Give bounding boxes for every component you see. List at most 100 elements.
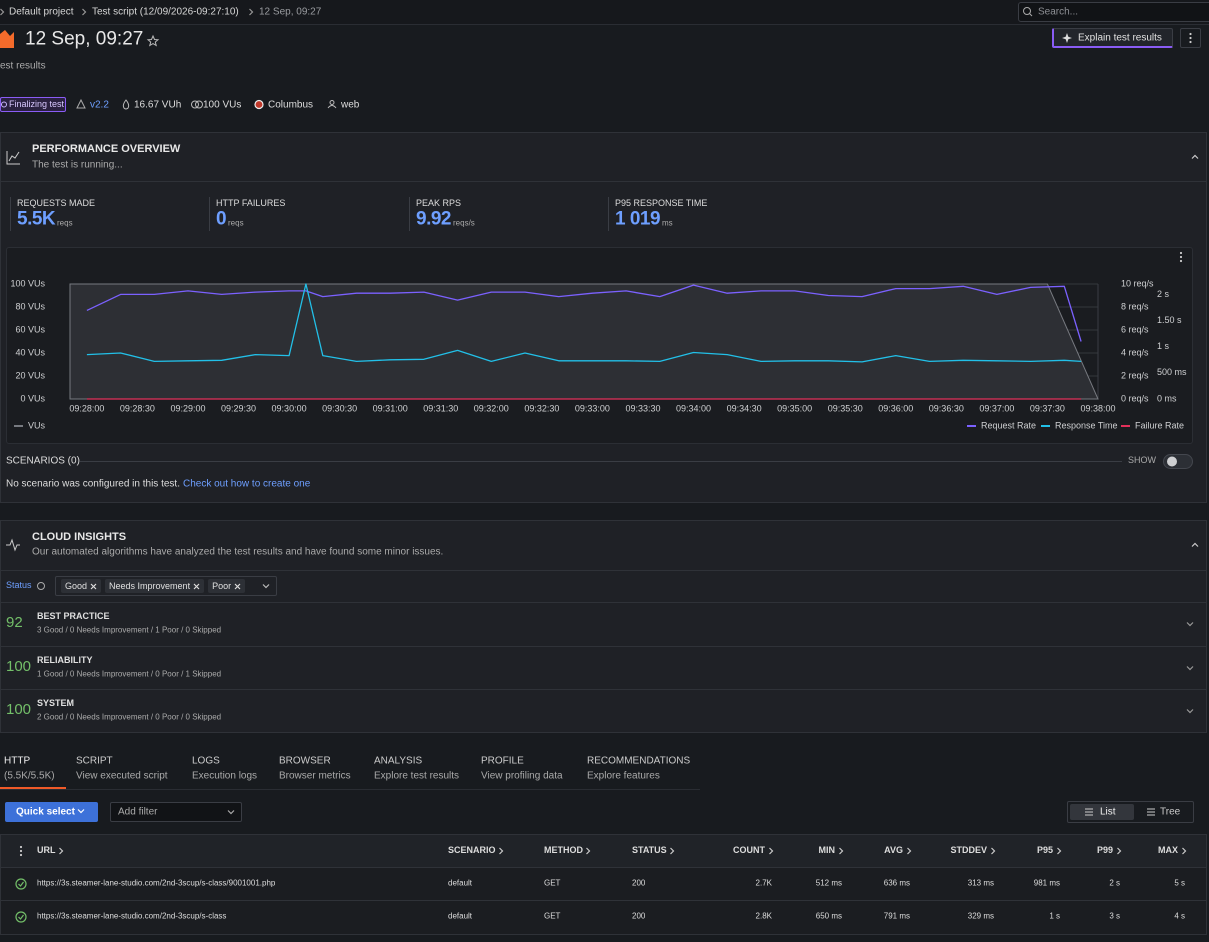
breadcrumb-item: 12 Sep, 09:27 (259, 6, 322, 18)
metric-unit: ms (662, 218, 673, 228)
tab-subtitle[interactable]: View profiling data (481, 770, 563, 782)
view-toggle-active[interactable] (1070, 804, 1134, 820)
table-cell[interactable]: https://3s.steamer-lane-studio.com/2nd-3… (37, 911, 227, 921)
insight-score: 92 (6, 613, 23, 631)
vus: 100 VUs (203, 99, 242, 111)
tab-subtitle[interactable]: View executed script (76, 770, 168, 782)
explain-button[interactable] (1052, 28, 1173, 48)
table-cell: 2.7K (755, 878, 772, 888)
tab-subtitle[interactable]: (5.5K/5.5K) (4, 770, 55, 782)
insight-score: 100 (6, 657, 32, 675)
tab-title[interactable]: BROWSER (279, 755, 331, 767)
favorite-star (146, 34, 160, 47)
panel-title: PERFORMANCE OVERVIEW (32, 142, 181, 155)
remove-icon[interactable] (234, 583, 241, 590)
breadcrumb-item[interactable]: Default project (9, 6, 74, 18)
table-cell: GET (544, 878, 561, 888)
remove-icon (193, 583, 200, 589)
scenarios-toggle[interactable] (1163, 454, 1193, 469)
table-cell[interactable]: https://3s.steamer-lane-studio.com/2nd-3… (37, 878, 276, 888)
table-cell: 200 (632, 878, 646, 888)
column-header[interactable]: MAX (1158, 845, 1178, 856)
top-bar (0, 0, 1209, 25)
column-header[interactable]: COUNT (733, 845, 765, 856)
column-header[interactable]: AVG (884, 845, 903, 856)
panel-subtitle: Our automated algorithms have analyzed t… (32, 546, 444, 558)
metric-label: PEAK RPS (416, 198, 462, 209)
row-divider (1, 900, 1206, 901)
insight-detail: 1 Good / 0 Needs Improvement / 0 Poor / … (37, 669, 222, 679)
column-header[interactable]: STDDEV (950, 845, 987, 856)
view-option[interactable]: Tree (1160, 806, 1181, 818)
metric-value: 5.5K (17, 208, 56, 230)
vus-icon (195, 100, 203, 109)
status-badge (0, 97, 66, 112)
filter-chip-label: Needs Improvement (109, 581, 191, 591)
row-divider (0, 602, 1207, 603)
view-toggle[interactable] (1067, 801, 1194, 823)
user-icon (327, 105, 337, 109)
table-cell: default (448, 911, 473, 921)
column-header[interactable]: SCENARIO (448, 845, 496, 856)
location: Columbus (268, 99, 314, 111)
insight-detail: 2 Good / 0 Needs Improvement / 0 Poor / … (37, 712, 222, 722)
quick-select-button[interactable] (5, 802, 98, 822)
insights-panel (0, 520, 1207, 733)
version[interactable]: v2.2 (90, 99, 109, 111)
column-header[interactable]: STATUS (632, 845, 667, 856)
tab-title[interactable]: ANALYSIS (374, 755, 423, 767)
tab-title[interactable]: RECOMMENDATIONS (587, 755, 691, 767)
quick-select-label[interactable]: Quick select (16, 806, 75, 818)
tab-subtitle[interactable]: Browser metrics (279, 770, 351, 782)
tab-subtitle[interactable]: Explore features (587, 770, 660, 782)
tab-title[interactable]: LOGS (192, 755, 220, 767)
table-cell: GET (544, 911, 561, 921)
search-box[interactable] (1018, 2, 1209, 22)
insight-name: RELIABILITY (37, 655, 93, 666)
table-cell: 2 s (1109, 878, 1120, 888)
active-tab-indicator (0, 787, 66, 789)
remove-icon[interactable] (193, 583, 200, 590)
status-badge-label: Finalizing test (9, 99, 65, 110)
scenarios-link[interactable]: Check out how to create one (183, 478, 311, 490)
explain-button-label[interactable]: Explain test results (1078, 32, 1162, 44)
page-title: 12 Sep, 09:27 (25, 28, 144, 50)
column-header[interactable]: P95 (1036, 845, 1053, 856)
table-cell: 329 ms (967, 911, 994, 921)
add-filter-input[interactable] (110, 802, 242, 822)
filter-chip[interactable]: Good (61, 579, 102, 593)
metric-label: P95 RESPONSE TIME (615, 198, 708, 209)
filter-chip[interactable]: Poor (208, 579, 246, 593)
tab-subtitle[interactable]: Execution logs (192, 770, 258, 782)
row-divider (1, 867, 1206, 868)
tab-subtitle[interactable]: Explore test results (374, 770, 460, 782)
metric-value: 1 019 (615, 208, 661, 230)
metric-unit: reqs/s (453, 218, 475, 228)
tab-title[interactable]: SCRIPT (76, 755, 113, 767)
filter-label: Status (6, 580, 32, 591)
table-cell: 5 s (1174, 878, 1185, 888)
more-button[interactable] (1180, 28, 1201, 48)
tabs-divider (0, 789, 700, 790)
table-cell: 981 ms (1033, 878, 1060, 888)
column-header[interactable]: METHOD (544, 845, 583, 856)
column-header[interactable]: P99 (1096, 845, 1113, 856)
filter-chip[interactable]: Needs Improvement (105, 579, 205, 593)
tab-title[interactable]: PROFILE (481, 755, 524, 767)
vus-icon (191, 100, 199, 109)
table-cell: 1 s (1049, 911, 1060, 921)
insight-name: BEST PRACTICE (37, 611, 110, 622)
scenarios-divider (80, 461, 1122, 462)
view-option[interactable]: List (1100, 806, 1116, 818)
table-cell: default (448, 878, 473, 888)
column-header[interactable]: MIN (818, 845, 836, 856)
breadcrumb-item[interactable]: Test script (12/09/2026-09:27:10) (92, 6, 239, 18)
metric-divider (409, 197, 410, 231)
table-cell: 2.8K (755, 911, 772, 921)
tab-title[interactable]: HTTP (4, 755, 31, 767)
table-cell: 4 s (1174, 911, 1185, 921)
column-header[interactable]: URL (37, 845, 56, 856)
status-filter[interactable]: Good Needs Improvement Poor (55, 576, 277, 596)
scenarios-message: No scenario was configured in this test. (6, 478, 180, 490)
remove-icon[interactable] (90, 583, 97, 590)
